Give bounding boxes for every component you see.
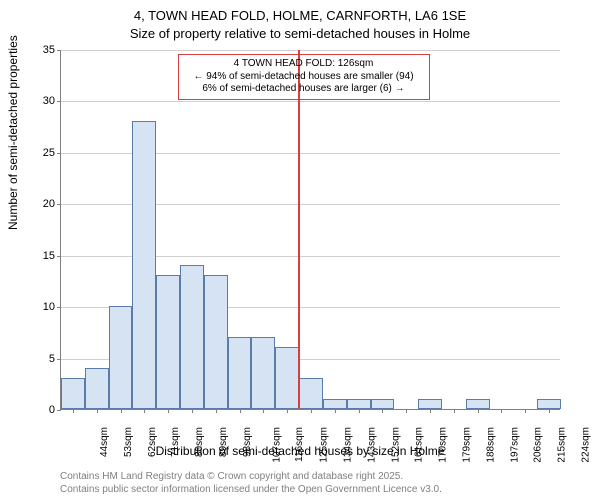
chart-title-sub: Size of property relative to semi-detach… bbox=[0, 26, 600, 41]
histogram-bar bbox=[204, 275, 228, 409]
y-tick bbox=[57, 101, 61, 102]
y-tick bbox=[57, 410, 61, 411]
x-tick bbox=[311, 409, 312, 413]
y-tick bbox=[57, 153, 61, 154]
x-tick bbox=[240, 409, 241, 413]
y-tick-label: 35 bbox=[43, 44, 55, 56]
y-tick-label: 10 bbox=[43, 301, 55, 313]
gridline bbox=[61, 101, 560, 102]
histogram-bar bbox=[323, 399, 347, 409]
histogram-bar bbox=[418, 399, 442, 409]
x-tick bbox=[359, 409, 360, 413]
x-tick bbox=[549, 409, 550, 413]
x-tick bbox=[382, 409, 383, 413]
x-tick bbox=[144, 409, 145, 413]
histogram-bar bbox=[109, 306, 133, 409]
marker-line bbox=[298, 50, 300, 409]
y-tick-label: 0 bbox=[49, 404, 55, 416]
x-tick bbox=[168, 409, 169, 413]
histogram-bar bbox=[537, 399, 561, 409]
footer-line2: Contains public sector information licen… bbox=[60, 483, 442, 496]
x-axis-label: Distribution of semi-detached houses by … bbox=[0, 444, 600, 458]
y-tick bbox=[57, 50, 61, 51]
footer-line1: Contains HM Land Registry data © Crown c… bbox=[60, 470, 442, 483]
x-tick bbox=[525, 409, 526, 413]
x-tick bbox=[501, 409, 502, 413]
histogram-bar bbox=[132, 121, 156, 409]
x-tick bbox=[454, 409, 455, 413]
histogram-bar bbox=[251, 337, 275, 409]
chart-container: 4, TOWN HEAD FOLD, HOLME, CARNFORTH, LA6… bbox=[0, 0, 600, 500]
y-tick bbox=[57, 359, 61, 360]
y-tick-label: 20 bbox=[43, 198, 55, 210]
x-tick bbox=[478, 409, 479, 413]
x-tick bbox=[263, 409, 264, 413]
histogram-bar bbox=[347, 399, 371, 409]
plot-area: 4 TOWN HEAD FOLD: 126sqm ← 94% of semi-d… bbox=[60, 50, 560, 410]
x-tick bbox=[287, 409, 288, 413]
histogram-bar bbox=[371, 399, 395, 409]
x-tick bbox=[73, 409, 74, 413]
y-tick-label: 5 bbox=[49, 353, 55, 365]
footer-attribution: Contains HM Land Registry data © Crown c… bbox=[60, 470, 442, 496]
annotation-box: 4 TOWN HEAD FOLD: 126sqm ← 94% of semi-d… bbox=[178, 54, 430, 100]
annotation-line2: ← 94% of semi-detached houses are smalle… bbox=[185, 71, 423, 84]
y-tick-label: 25 bbox=[43, 147, 55, 159]
y-tick-label: 15 bbox=[43, 250, 55, 262]
chart-title-main: 4, TOWN HEAD FOLD, HOLME, CARNFORTH, LA6… bbox=[0, 8, 600, 23]
x-tick bbox=[97, 409, 98, 413]
x-tick bbox=[192, 409, 193, 413]
x-tick bbox=[430, 409, 431, 413]
histogram-bar bbox=[180, 265, 204, 409]
histogram-bar bbox=[466, 399, 490, 409]
y-tick bbox=[57, 256, 61, 257]
annotation-line1: 4 TOWN HEAD FOLD: 126sqm bbox=[185, 58, 423, 71]
annotation-line3: 6% of semi-detached houses are larger (6… bbox=[185, 83, 423, 96]
x-tick bbox=[335, 409, 336, 413]
x-tick bbox=[406, 409, 407, 413]
histogram-bar bbox=[156, 275, 180, 409]
gridline bbox=[61, 50, 560, 51]
histogram-bar bbox=[228, 337, 252, 409]
x-tick bbox=[121, 409, 122, 413]
y-axis-label: Number of semi-detached properties bbox=[6, 35, 20, 230]
y-tick bbox=[57, 204, 61, 205]
x-tick bbox=[216, 409, 217, 413]
histogram-bar bbox=[275, 347, 299, 409]
y-tick-label: 30 bbox=[43, 95, 55, 107]
y-tick bbox=[57, 307, 61, 308]
histogram-bar bbox=[61, 378, 85, 409]
histogram-bar bbox=[299, 378, 323, 409]
histogram-bar bbox=[85, 368, 109, 409]
